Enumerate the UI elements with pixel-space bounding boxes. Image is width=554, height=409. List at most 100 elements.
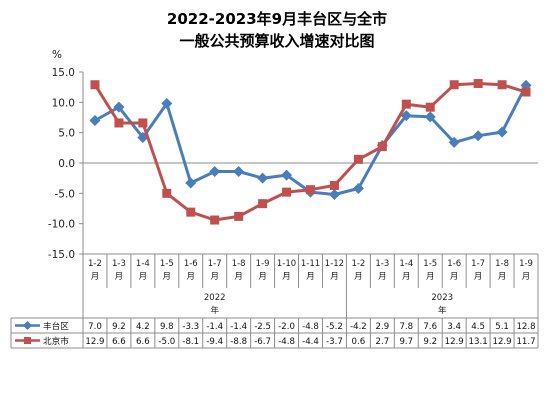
- x-category-label: 1-2: [88, 259, 102, 269]
- x-category-month-label: 月: [402, 272, 411, 282]
- series-2-point: [282, 187, 292, 197]
- data-label: -4.4: [302, 337, 319, 347]
- data-label: 3.4: [447, 322, 461, 332]
- x-category-month-label: 月: [282, 272, 291, 282]
- x-category-label: 1-6: [447, 259, 461, 269]
- series-1-point: [161, 98, 173, 110]
- series-1-point: [233, 165, 245, 177]
- x-category-label: 1-4: [399, 259, 413, 269]
- x-category-label: 1-8: [495, 259, 509, 269]
- x-year-label: 2022: [204, 293, 226, 303]
- series-2-point: [449, 80, 459, 90]
- legend-key-marker-2: [24, 337, 31, 344]
- x-category-label: 1-8: [232, 259, 246, 269]
- legend-label-1: 丰台区: [43, 320, 69, 332]
- data-table: 丰台区 7.0 9.2 4.2 9.8 -3.3 -1.4 -1.4 -2.5 -2.0 -4.8-…: [10, 317, 539, 349]
- y-tick-label: 10.0: [52, 97, 75, 109]
- data-label: 11.7: [516, 337, 535, 347]
- series-2-point: [353, 154, 363, 164]
- series-1-point: [185, 177, 197, 189]
- chart-title-line1: 2022-2023年9月丰台区与全市: [167, 10, 387, 28]
- series-2-point: [497, 80, 507, 90]
- data-label: -4.8: [278, 337, 295, 347]
- y-tick-label: -5.0: [55, 188, 76, 200]
- data-label: 9.2: [112, 322, 126, 332]
- x-category-label: 1-7: [208, 259, 222, 269]
- data-label: 9.8: [160, 322, 174, 332]
- series-2-point: [234, 211, 244, 221]
- y-tick-label: 15.0: [52, 67, 75, 79]
- series-2-point: [401, 99, 411, 109]
- data-label: -8.1: [182, 337, 199, 347]
- data-label: 6.6: [112, 337, 126, 347]
- series-2-point: [114, 118, 124, 128]
- x-category-label: 1-5: [423, 259, 437, 269]
- x-category-month-label: 月: [187, 272, 196, 282]
- x-category-month-label: 月: [426, 272, 435, 282]
- series-2-point: [329, 180, 339, 190]
- series-line-2: [93, 82, 527, 222]
- series-2-point: [425, 102, 435, 112]
- x-category-label: 1-12: [325, 259, 344, 269]
- series-1-point: [448, 136, 460, 148]
- x-category-label: 1-5: [160, 259, 174, 269]
- data-label: 4.5: [471, 322, 485, 332]
- x-category-label: 1-6: [184, 259, 198, 269]
- data-label: -1.4: [230, 322, 247, 332]
- x-category-month-label: 月: [474, 272, 483, 282]
- data-label: -5.0: [158, 337, 175, 347]
- data-label: 2.7: [376, 337, 390, 347]
- x-category-label: 1-3: [375, 259, 389, 269]
- series-1-point: [328, 189, 340, 201]
- data-label: 13.1: [469, 337, 488, 347]
- data-label: 6.6: [136, 337, 150, 347]
- x-category-label: 1-2: [351, 259, 365, 269]
- legend-label-2: 北京市: [43, 335, 69, 347]
- data-label: -9.4: [206, 337, 223, 347]
- data-label: -4.8: [302, 322, 319, 332]
- series-2-point: [186, 207, 196, 217]
- legend-key-marker-1: [23, 321, 32, 330]
- series-1-point: [113, 101, 125, 113]
- data-label: -2.5: [254, 322, 271, 332]
- x-category-month-label: 月: [498, 272, 507, 282]
- series-1-point: [89, 115, 101, 127]
- x-category-month-label: 月: [115, 272, 124, 282]
- data-label: -2.0: [278, 322, 295, 332]
- data-label: -6.7: [254, 337, 271, 347]
- x-category-label: 1-9: [519, 259, 533, 269]
- x-category-label: 1-3: [112, 259, 126, 269]
- chart-title-line2: 一般公共预算收入增速对比图: [179, 32, 374, 50]
- data-label: 12.9: [445, 337, 464, 347]
- data-label: -8.8: [230, 337, 247, 347]
- x-category-month-label: 月: [330, 272, 339, 282]
- data-label: 7.0: [88, 322, 102, 332]
- series-1-point: [400, 110, 412, 122]
- x-category-label: 1-10: [277, 259, 296, 269]
- y-axis-unit: %: [52, 49, 62, 61]
- data-label: -1.4: [206, 322, 223, 332]
- series-2-point: [306, 185, 315, 195]
- series-2-point: [162, 188, 172, 198]
- series-layer: [89, 79, 532, 225]
- x-category-month-label: 月: [163, 272, 172, 282]
- y-tick-label: -15.0: [48, 249, 75, 261]
- x-category-month-label: 月: [91, 272, 100, 282]
- y-tick-label: -10.0: [48, 219, 75, 231]
- series-1-point: [424, 111, 436, 123]
- series-2-point: [473, 79, 483, 89]
- data-label: 5.1: [495, 322, 509, 332]
- data-label: 7.8: [399, 322, 413, 332]
- data-label: -3.3: [182, 322, 199, 332]
- x-category-label: 1-9: [256, 259, 270, 269]
- series-2-point: [138, 118, 148, 128]
- data-label: -4.2: [350, 322, 367, 332]
- data-label: -5.2: [326, 322, 343, 332]
- x-category-month-label: 月: [210, 272, 219, 282]
- x-category-label: 1-7: [471, 259, 485, 269]
- data-label: 12.8: [516, 322, 535, 332]
- data-label: 0.6: [352, 337, 366, 347]
- data-label: 9.7: [399, 337, 413, 347]
- series-1-point: [257, 172, 269, 184]
